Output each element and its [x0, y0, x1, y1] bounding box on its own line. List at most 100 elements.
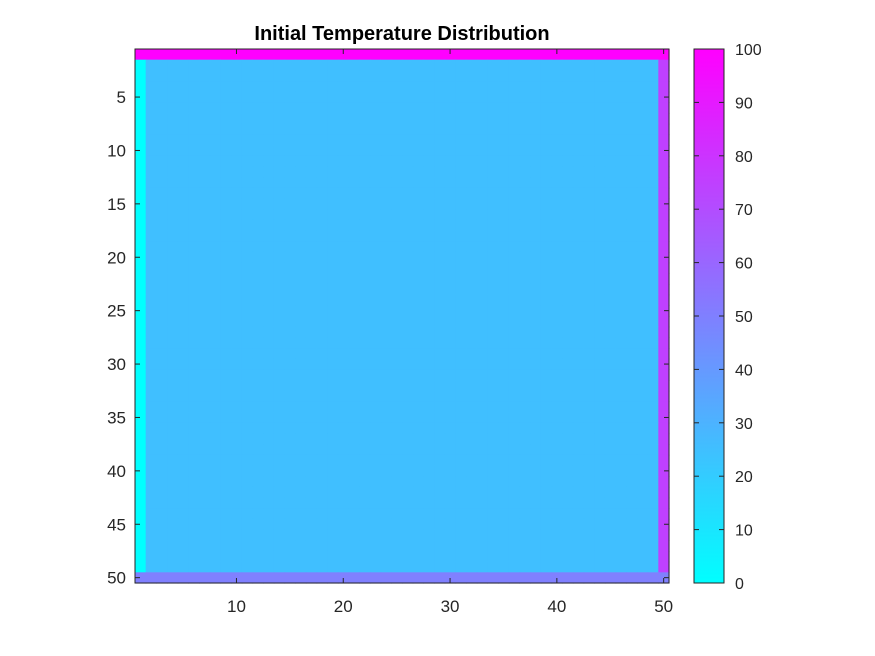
- heatmap-cell: [594, 550, 606, 563]
- heatmap-cell: [359, 145, 371, 157]
- heatmap-cell: [337, 316, 350, 328]
- heatmap-cell: [252, 230, 264, 242]
- heatmap-cell: [455, 508, 467, 520]
- heatmap-cell: [551, 81, 563, 93]
- heatmap-cell: [594, 401, 606, 413]
- heatmap-cell: [209, 561, 222, 573]
- heatmap-cell: [348, 433, 360, 445]
- heatmap-cell: [498, 337, 510, 349]
- heatmap-cell: [487, 123, 499, 136]
- heatmap-cell: [305, 316, 318, 328]
- heatmap-cell: [188, 81, 200, 93]
- heatmap-cell: [209, 433, 222, 445]
- heatmap-cell: [647, 145, 659, 157]
- heatmap-cell: [337, 572, 350, 584]
- heatmap-cell: [252, 59, 264, 71]
- heatmap-cell: [615, 337, 627, 349]
- heatmap-cell: [369, 305, 382, 317]
- heatmap-cell: [135, 508, 147, 520]
- heatmap-cell: [177, 166, 189, 178]
- heatmap-cell: [188, 422, 200, 435]
- heatmap-cell: [369, 49, 382, 61]
- heatmap-cell: [369, 251, 382, 264]
- heatmap-cell: [348, 251, 360, 264]
- heatmap-cell: [636, 476, 649, 488]
- heatmap-cell: [327, 508, 339, 520]
- heatmap-cell: [167, 59, 179, 71]
- heatmap-cell: [487, 412, 499, 424]
- heatmap-cell: [188, 123, 200, 136]
- heatmap-cell: [658, 369, 670, 381]
- heatmap-cell: [252, 305, 264, 317]
- heatmap-cell: [359, 123, 371, 136]
- heatmap-cell: [273, 113, 286, 125]
- heatmap-cell: [380, 572, 392, 584]
- heatmap-cell: [594, 209, 606, 221]
- heatmap-cell: [572, 123, 585, 136]
- heatmap-cell: [540, 219, 553, 232]
- heatmap-cell: [177, 348, 189, 360]
- heatmap-cell: [530, 70, 542, 82]
- heatmap-cell: [412, 49, 424, 61]
- heatmap-cell: [167, 145, 179, 157]
- heatmap-cell: [209, 401, 222, 413]
- heatmap-cell: [284, 113, 296, 125]
- heatmap-cell: [636, 155, 649, 168]
- heatmap-cell: [572, 486, 585, 499]
- heatmap-cell: [348, 49, 360, 61]
- heatmap-cell: [434, 390, 446, 403]
- heatmap-cell: [337, 486, 350, 499]
- heatmap-cell: [348, 166, 360, 178]
- heatmap-cell: [273, 486, 286, 499]
- heatmap-cell: [188, 529, 200, 541]
- heatmap-cell: [647, 102, 659, 114]
- heatmap-cell: [572, 540, 585, 552]
- heatmap-cell: [305, 283, 318, 296]
- heatmap-cell: [231, 113, 243, 125]
- heatmap-cell: [231, 358, 243, 370]
- heatmap-cell: [423, 401, 435, 413]
- heatmap-cell: [434, 508, 446, 520]
- heatmap-cell: [434, 454, 446, 467]
- heatmap-cell: [199, 219, 211, 232]
- heatmap-cell: [199, 326, 211, 338]
- heatmap-cell: [327, 251, 339, 264]
- heatmap-cell: [145, 486, 157, 499]
- heatmap-cell: [391, 476, 403, 488]
- heatmap-cell: [156, 326, 168, 338]
- heatmap-cell: [337, 251, 350, 264]
- heatmap-cell: [284, 561, 296, 573]
- heatmap-cell: [305, 540, 318, 552]
- heatmap-cell: [455, 230, 467, 242]
- heatmap-cell: [498, 70, 510, 82]
- heatmap-cell: [466, 508, 478, 520]
- heatmap-cell: [615, 518, 627, 531]
- heatmap-cell: [562, 412, 574, 424]
- heatmap-cell: [402, 572, 414, 584]
- heatmap-cell: [562, 518, 574, 531]
- heatmap-cell: [412, 91, 424, 103]
- heatmap-cell: [284, 337, 296, 349]
- heatmap-cell: [252, 251, 264, 264]
- heatmap-cell: [594, 81, 606, 93]
- heatmap-cell: [209, 177, 222, 189]
- heatmap-cell: [647, 219, 659, 232]
- heatmap-cell: [519, 59, 531, 71]
- heatmap-cell: [369, 348, 382, 360]
- heatmap-cell: [562, 166, 574, 178]
- heatmap-cell: [626, 59, 638, 71]
- heatmap-cell: [551, 145, 563, 157]
- heatmap-cell: [615, 219, 627, 232]
- heatmap-cell: [273, 59, 286, 71]
- heatmap-cell: [327, 390, 339, 403]
- heatmap-cell: [455, 486, 467, 499]
- heatmap-cell: [508, 155, 521, 168]
- heatmap-cell: [626, 508, 638, 520]
- heatmap-cell: [562, 465, 574, 477]
- heatmap-cell: [252, 444, 264, 456]
- heatmap-cell: [241, 262, 254, 274]
- heatmap-cell: [188, 412, 200, 424]
- heatmap-cell: [551, 401, 563, 413]
- heatmap-cell: [412, 294, 424, 306]
- heatmap-cell: [551, 70, 563, 82]
